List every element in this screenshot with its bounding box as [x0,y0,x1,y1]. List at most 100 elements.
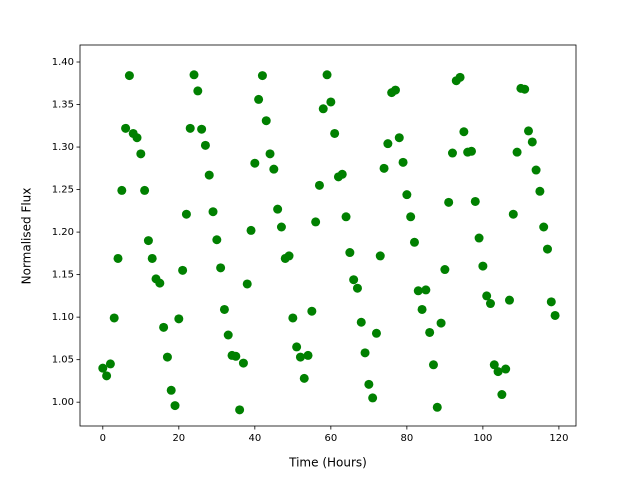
y-tick-label: 1.30 [52,142,74,153]
point [360,348,370,358]
point [330,128,340,138]
point [174,314,184,324]
point [421,285,431,295]
point [109,313,119,323]
point [208,207,218,217]
point [394,133,404,143]
point [352,283,362,293]
point [193,86,203,96]
point [276,222,286,232]
point [406,212,416,222]
point [197,124,207,134]
point [250,158,260,168]
point [409,237,419,247]
point [520,84,530,94]
point [542,244,552,254]
point [436,318,446,328]
y-tick-label: 1.05 [52,355,74,366]
x-tick-label: 40 [248,433,261,444]
point [504,295,514,305]
point [546,297,556,307]
point [447,148,457,158]
point [364,379,374,389]
point [356,317,366,327]
point [238,358,248,368]
point [132,133,142,143]
point [485,299,495,309]
y-tick-label: 1.00 [52,397,74,408]
point [231,351,241,361]
x-axis-label: Time (Hours) [288,456,367,470]
point [459,127,469,137]
point [398,157,408,167]
point [288,313,298,323]
point [482,291,492,301]
point [383,139,393,149]
point [181,209,191,219]
point [121,123,131,133]
point [311,217,321,227]
point [219,304,229,314]
point [178,265,188,275]
point [204,170,214,180]
point [200,140,210,150]
point [136,149,146,159]
point [425,327,435,337]
point [341,212,351,222]
point [326,97,336,107]
point [318,104,328,114]
y-tick-label: 1.25 [52,185,74,196]
point [390,85,400,95]
point [292,342,302,352]
point [189,70,199,80]
point [124,71,134,81]
point [105,359,115,369]
point [470,196,480,206]
point [185,123,195,133]
y-tick-label: 1.20 [52,227,74,238]
point [345,248,355,258]
point [155,278,165,288]
point [235,405,245,415]
point [493,367,503,377]
point [261,116,271,126]
point [242,279,252,289]
point [166,385,176,395]
point [368,393,378,403]
point [295,352,305,362]
x-tick-label: 80 [400,433,413,444]
point [303,350,313,360]
x-tick-label: 60 [324,433,337,444]
point [489,360,499,370]
point [140,185,150,195]
x-tick-label: 100 [473,433,492,444]
point [314,180,324,190]
point [413,286,423,296]
point [539,222,549,232]
point [531,165,541,175]
point [284,251,294,261]
x-tick-label: 20 [172,433,185,444]
point [512,147,522,157]
point [162,352,172,362]
x-tick-label: 0 [100,433,106,444]
point [402,190,412,200]
point [273,204,283,214]
point [223,330,233,340]
point [349,275,359,285]
y-axis-label: Normalised Flux [20,188,34,285]
point [444,197,454,207]
point [455,72,465,82]
point [299,373,309,383]
point [216,263,226,273]
point [379,163,389,173]
point [466,146,476,156]
y-tick-label: 1.35 [52,100,74,111]
point [257,71,267,81]
point [440,265,450,275]
point [508,209,518,219]
point [375,251,385,261]
point [322,70,332,80]
point [246,225,256,235]
